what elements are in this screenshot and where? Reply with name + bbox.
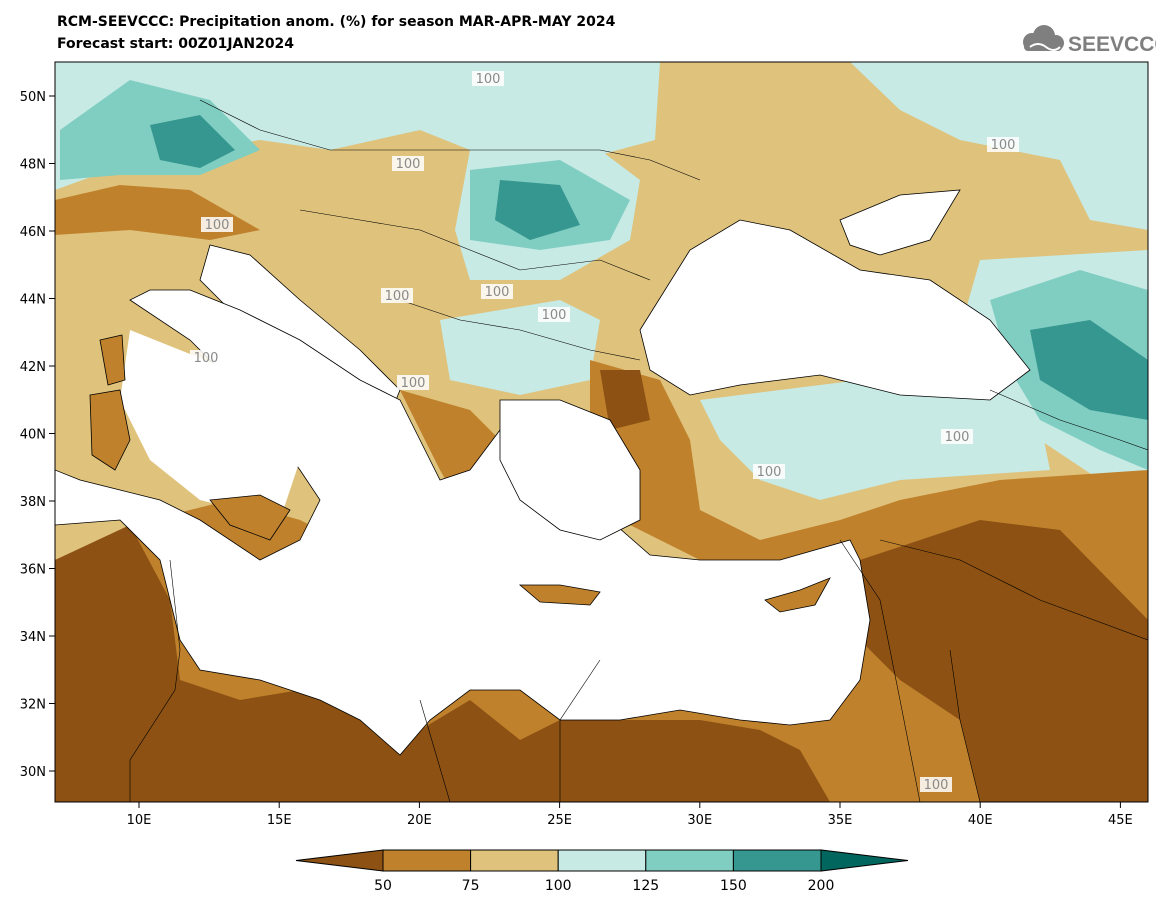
country-borders <box>129 99 1148 802</box>
mediterranean-sea <box>55 289 871 756</box>
colorbar-segment <box>732 849 822 872</box>
logo-text: SEEVCCC <box>1068 33 1156 56</box>
lat-tick-label: 38N <box>20 495 46 510</box>
lat-tick-label: 48N <box>20 158 46 173</box>
sicily <box>209 494 291 541</box>
colorbar-segment <box>645 849 734 872</box>
seevccc-logo: SEEVCCC <box>1023 25 1156 56</box>
lat-tick-label: 40N <box>20 428 46 443</box>
contour-label-100: 100 <box>924 778 949 793</box>
lat-tick-label: 46N <box>20 225 46 240</box>
latitude-axis: 50N 48N 46N 44N 42N 40N 38N 36N 34N 32N 30N <box>20 90 55 780</box>
lat-tick-label: 34N <box>20 630 46 645</box>
cyprus <box>764 577 831 613</box>
lon-tick-label: 10E <box>127 813 152 828</box>
sardinia <box>89 389 131 471</box>
lon-tick-label: 25E <box>547 813 572 828</box>
contour-label-100: 100 <box>476 72 501 87</box>
contour-labels: 100 100 100 100 100 100 100 100 100 100 100 100 <box>190 71 1019 793</box>
crimea-sea-area <box>839 189 961 256</box>
lon-tick-label: 35E <box>828 813 853 828</box>
lon-tick-label: 30E <box>687 813 712 828</box>
contour-label-100: 100 <box>396 157 421 172</box>
tyrrhenian-sea <box>120 330 300 520</box>
lat-tick-label: 42N <box>20 360 46 375</box>
contour-label-100: 100 <box>991 138 1016 153</box>
corsica <box>99 334 126 386</box>
colorbar-tick-label: 200 <box>808 878 835 894</box>
contour-label-100: 100 <box>401 376 426 391</box>
lat-tick-label: 30N <box>20 765 46 780</box>
colorbar-segment <box>470 849 559 872</box>
contour-label-100: 100 <box>485 285 510 300</box>
colorbar-right-arrow <box>820 849 909 872</box>
colorbar-segment <box>382 849 472 872</box>
map-title: RCM-SEEVCCC: Precipitation anom. (%) for… <box>57 14 616 30</box>
lat-tick-label: 36N <box>20 563 46 578</box>
colorbar-left-arrow <box>295 849 384 872</box>
wet-region-balkans <box>440 300 600 395</box>
lon-tick-label: 40E <box>968 813 993 828</box>
colorbar-legend: 50 75 100 125 150 200 <box>295 849 909 894</box>
contour-label-100: 100 <box>205 218 230 233</box>
wet-region-north <box>55 62 660 190</box>
contour-label-100: 100 <box>542 308 567 323</box>
lon-tick-label: 45E <box>1108 813 1133 828</box>
black-sea <box>639 219 1031 401</box>
contour-label-100: 100 <box>385 289 410 304</box>
aegean-sea <box>499 399 641 541</box>
crete <box>518 584 601 606</box>
lon-tick-label: 20E <box>407 813 432 828</box>
lat-tick-label: 44N <box>20 293 46 308</box>
colorbar-tick-label: 100 <box>545 878 572 894</box>
colorbar-tick-label: 75 <box>462 878 480 894</box>
colorbar-tick-label: 50 <box>374 878 392 894</box>
lat-tick-label: 50N <box>20 90 46 105</box>
lat-tick-label: 32N <box>20 698 46 713</box>
contour-label-100: 100 <box>194 351 219 366</box>
wet-region-anatolia <box>700 380 1050 500</box>
longitude-axis: 10E 15E 20E 25E 30E 35E 40E 45E <box>127 802 1133 828</box>
colorbar-tick-label: 150 <box>720 878 747 894</box>
lon-tick-label: 15E <box>267 813 292 828</box>
contour-label-100: 100 <box>757 465 782 480</box>
contour-label-100: 100 <box>945 430 970 445</box>
colorbar-segment <box>557 849 647 872</box>
map-frame <box>54 61 1149 803</box>
forecast-start-subtitle: Forecast start: 00Z01JAN2024 <box>57 36 295 52</box>
colorbar-tick-label: 125 <box>632 878 659 894</box>
anomaly-field <box>55 62 1148 802</box>
